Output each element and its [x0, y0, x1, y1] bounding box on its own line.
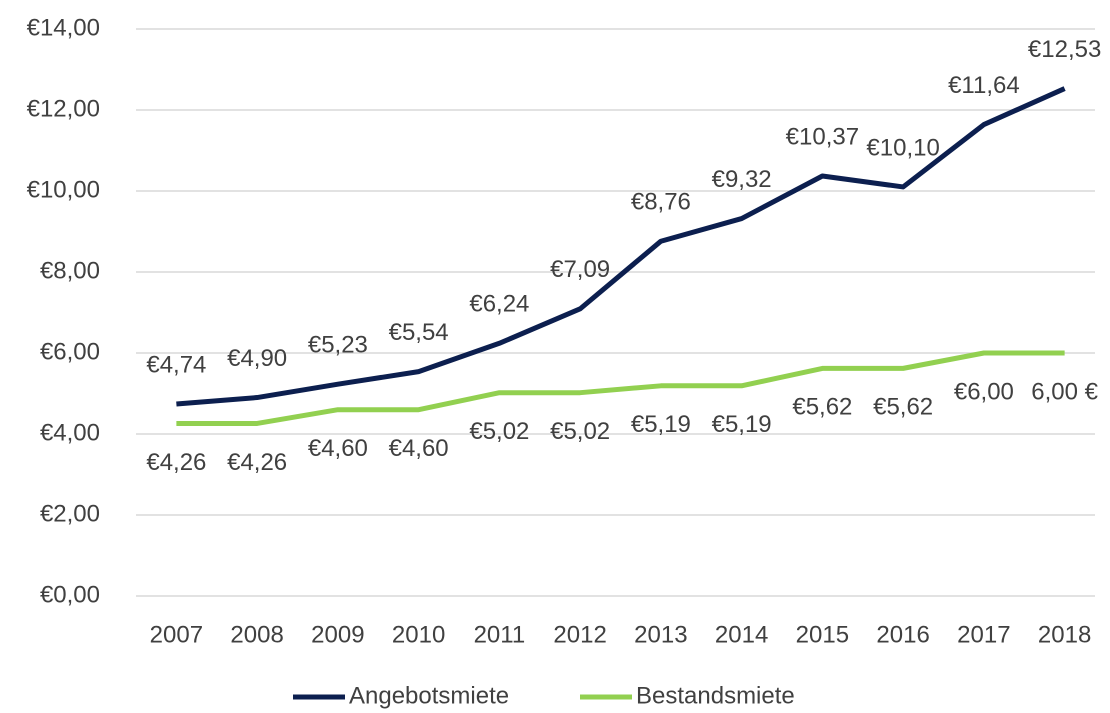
x-tick-label: 2015	[796, 621, 849, 648]
data-label: €4,26	[146, 449, 206, 476]
x-tick-label: 2010	[392, 621, 445, 648]
legend-label: Bestandsmiete	[636, 682, 795, 709]
data-label: €6,24	[469, 291, 529, 318]
data-label: €5,54	[389, 319, 449, 346]
y-tick-label: €2,00	[40, 500, 100, 527]
data-label: 6,00 €	[1031, 378, 1098, 405]
data-label: €5,62	[792, 394, 852, 421]
data-label: €5,02	[550, 418, 610, 445]
data-label: €9,32	[712, 166, 772, 193]
data-label: €4,90	[227, 345, 287, 372]
y-tick-label: €6,00	[40, 338, 100, 365]
legend-label: Angebotsmiete	[349, 682, 509, 709]
x-tick-label: 2014	[715, 621, 768, 648]
data-label: €4,74	[146, 351, 206, 378]
y-tick-label: €8,00	[40, 257, 100, 284]
x-tick-label: 2013	[634, 621, 687, 648]
x-tick-label: 2008	[230, 621, 283, 648]
x-tick-label: 2007	[150, 621, 203, 648]
x-tick-label: 2018	[1038, 621, 1091, 648]
data-label: €4,60	[308, 435, 368, 462]
x-tick-label: 2012	[553, 621, 606, 648]
data-label: €10,10	[866, 134, 939, 161]
data-label: €7,09	[550, 256, 610, 283]
data-label: €5,02	[469, 418, 529, 445]
data-label: €8,76	[631, 189, 691, 216]
y-tick-label: €12,00	[27, 95, 100, 122]
data-label: €11,64	[948, 72, 1020, 99]
x-tick-label: 2011	[474, 621, 526, 648]
y-tick-label: €10,00	[27, 176, 100, 203]
y-tick-label: €0,00	[40, 581, 100, 608]
y-tick-label: €4,00	[40, 419, 100, 446]
data-label: €4,26	[227, 449, 287, 476]
y-tick-label: €14,00	[27, 14, 100, 41]
series-line	[176, 86, 1066, 407]
data-label: €12,53	[1028, 36, 1101, 63]
data-label: €5,19	[631, 411, 691, 438]
data-label: €5,23	[308, 332, 368, 359]
series-line	[176, 350, 1065, 426]
data-label: €4,60	[389, 435, 449, 462]
data-label: €6,00	[954, 378, 1014, 405]
data-label: €5,62	[873, 394, 933, 421]
x-tick-label: 2009	[311, 621, 364, 648]
x-tick-label: 2016	[876, 621, 929, 648]
x-tick-label: 2017	[957, 621, 1010, 648]
data-label: €10,37	[786, 123, 859, 150]
data-label: €5,19	[712, 411, 772, 438]
